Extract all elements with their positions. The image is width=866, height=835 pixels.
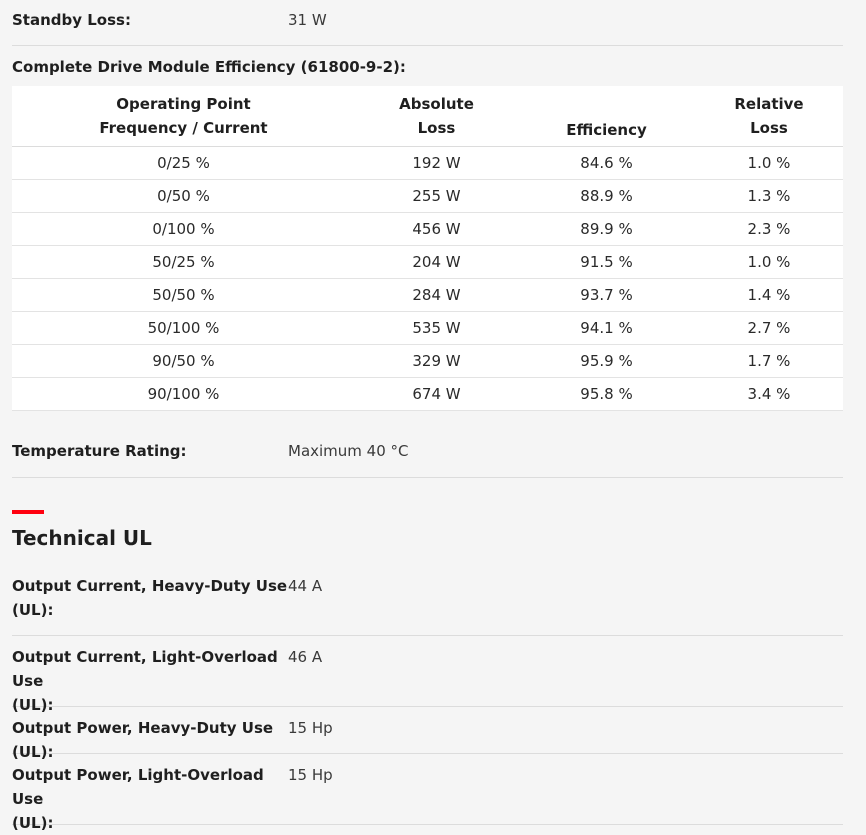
cell-relative-loss: 1.0 % — [695, 146, 843, 180]
header-absolute-loss-line2: Loss — [417, 119, 456, 137]
section-title-technical-ul: Technical UL — [12, 526, 152, 550]
ul-row-output-current-heavy-duty: Output Current, Heavy-Duty Use (UL): 44 … — [12, 572, 843, 636]
table-row: 50/100 % 535 W 94.1 % 2.7 % — [12, 311, 843, 345]
cell-efficiency: 91.5 % — [518, 245, 695, 279]
ul-row-output-current-light-overload: Output Current, Light-Overload Use (UL):… — [12, 643, 843, 714]
standby-loss-row: Standby Loss: 31 W — [12, 6, 843, 46]
ul-row-output-power-heavy-duty: Output Power, Heavy-Duty Use (UL): 15 Hp — [12, 714, 843, 761]
header-efficiency-label: Efficiency — [566, 121, 647, 139]
cell-relative-loss: 2.3 % — [695, 212, 843, 246]
section-accent-bar — [12, 510, 44, 514]
header-efficiency: Efficiency — [518, 86, 695, 147]
cell-operating-point: 90/100 % — [12, 377, 355, 411]
cell-operating-point: 90/50 % — [12, 344, 355, 378]
cell-absolute-loss: 284 W — [355, 278, 518, 312]
cell-efficiency: 89.9 % — [518, 212, 695, 246]
header-absolute-loss-line1: Absolute — [399, 95, 474, 113]
cell-absolute-loss: 255 W — [355, 179, 518, 213]
ul-label-line1: Output Power, Light-Overload Use — [12, 766, 264, 808]
cell-operating-point: 50/50 % — [12, 278, 355, 312]
ul-label: Output Current, Light-Overload Use (UL): — [12, 645, 288, 717]
table-row: 90/100 % 674 W 95.8 % 3.4 % — [12, 377, 843, 411]
header-operating-point-line1: Operating Point — [116, 95, 251, 113]
cell-efficiency: 94.1 % — [518, 311, 695, 345]
ul-label-line1: Output Power, Heavy-Duty Use (UL): — [12, 719, 274, 761]
ul-label: Output Power, Light-Overload Use (UL): — [12, 763, 288, 835]
cell-operating-point: 50/25 % — [12, 245, 355, 279]
header-relative-loss-line2: Loss — [750, 119, 788, 137]
efficiency-table: Operating Point Frequency / Current Abso… — [12, 86, 843, 411]
header-relative-loss-line1: Relative — [734, 95, 804, 113]
ul-value: 15 Hp — [288, 719, 333, 737]
header-operating-point: Operating Point Frequency / Current — [12, 86, 355, 147]
cell-relative-loss: 1.0 % — [695, 245, 843, 279]
header-operating-point-line2: Frequency / Current — [99, 119, 268, 137]
cell-efficiency: 88.9 % — [518, 179, 695, 213]
ul-label: Output Power, Heavy-Duty Use (UL): — [12, 716, 288, 764]
cell-relative-loss: 2.7 % — [695, 311, 843, 345]
cell-operating-point: 0/100 % — [12, 212, 355, 246]
ul-label-line1: Output Current, Light-Overload Use — [12, 648, 278, 690]
ul-label-line2: (UL): — [12, 696, 54, 714]
cell-operating-point: 0/25 % — [12, 146, 355, 180]
table-row: 0/100 % 456 W 89.9 % 2.3 % — [12, 212, 843, 246]
standby-loss-value: 31 W — [288, 11, 327, 29]
cell-efficiency: 95.9 % — [518, 344, 695, 378]
table-row: 50/25 % 204 W 91.5 % 1.0 % — [12, 245, 843, 279]
cell-absolute-loss: 192 W — [355, 146, 518, 180]
temperature-rating-value: Maximum 40 °C — [288, 442, 409, 460]
ul-label-line2: (UL): — [12, 601, 54, 619]
ul-label-line1: Output Current, Heavy-Duty Use — [12, 577, 288, 595]
ul-value: 46 A — [288, 648, 323, 666]
ul-label-line2: (UL): — [12, 814, 54, 832]
ul-label: Output Current, Heavy-Duty Use (UL): — [12, 574, 288, 622]
standby-loss-label: Standby Loss: — [12, 11, 131, 29]
header-relative-loss: Relative Loss — [695, 86, 843, 147]
cell-operating-point: 0/50 % — [12, 179, 355, 213]
temperature-rating-row: Temperature Rating: Maximum 40 °C — [12, 439, 843, 478]
cell-absolute-loss: 204 W — [355, 245, 518, 279]
cell-efficiency: 93.7 % — [518, 278, 695, 312]
cell-absolute-loss: 535 W — [355, 311, 518, 345]
cell-relative-loss: 1.7 % — [695, 344, 843, 378]
table-row: 0/25 % 192 W 84.6 % 1.0 % — [12, 146, 843, 180]
table-row: 50/50 % 284 W 93.7 % 1.4 % — [12, 278, 843, 312]
ul-row-output-power-light-overload: Output Power, Light-Overload Use (UL): 1… — [12, 761, 843, 832]
cell-absolute-loss: 329 W — [355, 344, 518, 378]
cell-efficiency: 84.6 % — [518, 146, 695, 180]
temperature-rating-label: Temperature Rating: — [12, 442, 187, 460]
cell-operating-point: 50/100 % — [12, 311, 355, 345]
cell-efficiency: 95.8 % — [518, 377, 695, 411]
table-row: 0/50 % 255 W 88.9 % 1.3 % — [12, 179, 843, 213]
cell-absolute-loss: 456 W — [355, 212, 518, 246]
cell-relative-loss: 3.4 % — [695, 377, 843, 411]
ul-value: 44 A — [288, 577, 323, 595]
ul-value: 15 Hp — [288, 766, 333, 784]
efficiency-title: Complete Drive Module Efficiency (61800-… — [12, 58, 406, 76]
cell-absolute-loss: 674 W — [355, 377, 518, 411]
cell-relative-loss: 1.4 % — [695, 278, 843, 312]
header-absolute-loss: Absolute Loss — [355, 86, 518, 147]
efficiency-header-row: Operating Point Frequency / Current Abso… — [12, 86, 843, 147]
cell-relative-loss: 1.3 % — [695, 179, 843, 213]
table-row: 90/50 % 329 W 95.9 % 1.7 % — [12, 344, 843, 378]
